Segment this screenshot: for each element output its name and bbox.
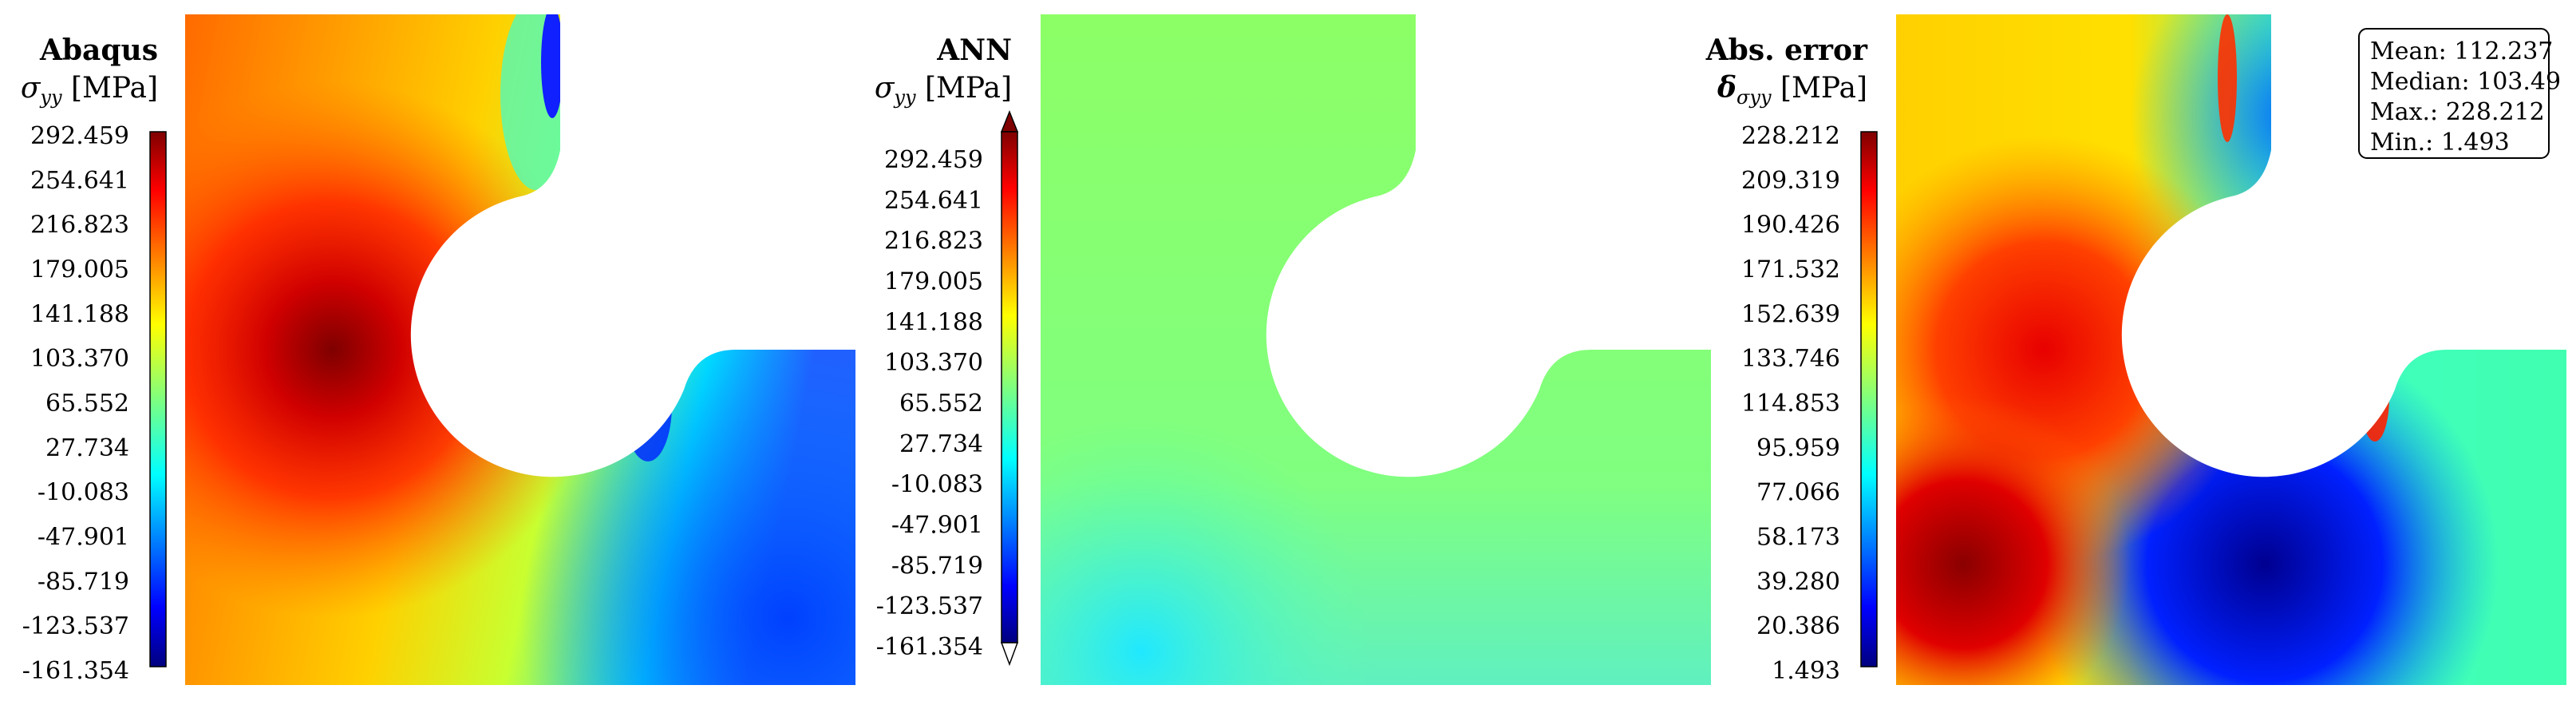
colorbar-tick-label: -10.083 (891, 471, 983, 499)
stat-min: Min.: 1.493 (2370, 129, 2510, 156)
colorbar-abaqus (149, 131, 167, 667)
colorbar-tick-label: -47.901 (891, 512, 983, 540)
quantity-symbol: σ (875, 72, 895, 105)
colorbar-tick-label: 292.459 (884, 146, 983, 174)
panel-title-ann: ANN (936, 34, 1012, 67)
colorbar-tick-label: 171.532 (1741, 256, 1840, 284)
quantity-label-ann: σyy [MPa] (875, 72, 1012, 109)
colorbar-tick-label: 1.493 (1772, 657, 1840, 685)
stress-field-abaqus (185, 0, 855, 685)
stat-mean: Mean: 112.237 (2370, 38, 2553, 65)
colorbar-ticks-abaqus: 292.459 254.641 216.823 179.005 141.188 103.3… (22, 122, 129, 685)
panel-title-error: Abs. error (1705, 34, 1868, 67)
unit-text: [MPa] (71, 72, 158, 105)
colorbar-extend-top-ann (1000, 109, 1019, 133)
quantity-subscript: σyy (1736, 86, 1772, 109)
colorbar-tick-label: 20.386 (1756, 612, 1840, 640)
colorbar-tick-label: 65.552 (45, 390, 129, 418)
panel-error: Abs. error δσyy [MPa] 228.212 209.319 190.… (1705, 14, 2566, 685)
colorbar-tick-label: -123.537 (22, 612, 129, 640)
colorbar-tick-label: 179.005 (30, 256, 129, 284)
panel-title-abaqus: Abaqus (39, 34, 158, 67)
colorbar-tick-label: -161.354 (876, 633, 983, 661)
colorbar-tick-label: -47.901 (38, 524, 129, 552)
quantity-subscript: yy (39, 86, 62, 109)
colorbar-tick-label: 216.823 (30, 212, 129, 240)
colorbar-tick-label: -85.719 (38, 568, 129, 596)
colorbar-tick-label: 27.734 (45, 434, 129, 462)
colorbar-extend-bottom-ann (1000, 642, 1019, 667)
unit-text: [MPa] (925, 72, 1012, 105)
colorbar-tick-label: 58.173 (1756, 524, 1840, 552)
panel-abaqus: Abaqus σyy [MPa] 292.459 254.641 216.823 17… (21, 0, 855, 685)
quantity-label-error: δσyy [MPa] (1717, 71, 1867, 109)
quantity-symbol: δ (1717, 71, 1736, 105)
colorbar-tick-label: 216.823 (884, 228, 983, 255)
colorbar-tick-label: -10.083 (38, 479, 129, 507)
quantity-subscript: yy (893, 86, 916, 109)
colorbar-tick-label: 103.370 (30, 345, 129, 373)
colorbar-ticks-error: 228.212 209.319 190.426 171.532 152.639 133.7… (1741, 122, 1840, 685)
colorbar-tick-label: 292.459 (30, 122, 129, 150)
colorbar-ticks-ann: 292.459 254.641 216.823 179.005 141.188 103.3… (876, 146, 983, 661)
unit-text: [MPa] (1780, 72, 1867, 105)
colorbar-tick-label: 27.734 (899, 430, 983, 458)
colorbar-tick-label: 103.370 (884, 349, 983, 377)
colorbar-tick-label: -85.719 (891, 552, 983, 580)
colorbar-tick-label: 254.641 (884, 187, 983, 215)
colorbar-tick-label: 133.746 (1741, 345, 1840, 373)
colorbar-tick-label: 254.641 (30, 167, 129, 195)
panel-ann: ANN σyy [MPa] 292.459 254.641 216.823 179.0… (875, 14, 1711, 685)
colorbar-tick-label: 39.280 (1756, 568, 1840, 596)
colorbar-tick-label: -123.537 (876, 592, 983, 620)
colorbar-tick-label: 114.853 (1741, 390, 1840, 418)
colorbar-tick-label: -161.354 (22, 657, 129, 685)
colorbar-tick-label: 95.959 (1756, 434, 1840, 462)
stats-box: Mean: 112.237 Median: 103.49 Max.: 228.2… (2358, 28, 2561, 159)
quantity-label-abaqus: σyy [MPa] (21, 72, 158, 109)
quantity-symbol: σ (21, 72, 41, 105)
stress-field-ann (1041, 14, 1711, 685)
colorbar-tick-label: 65.552 (899, 390, 983, 418)
stat-max: Max.: 228.212 (2370, 98, 2545, 126)
colorbar-tick-label: 141.188 (884, 308, 983, 336)
colorbar-tick-label: 152.639 (1741, 300, 1840, 328)
colorbar-tick-label: 141.188 (30, 300, 129, 328)
stat-median: Median: 103.49 (2370, 68, 2561, 96)
colorbar-tick-label: 179.005 (884, 268, 983, 296)
colorbar-tick-label: 228.212 (1741, 122, 1840, 150)
colorbar-tick-label: 77.066 (1756, 479, 1840, 507)
colorbar-error (1860, 131, 1878, 667)
colorbar-tick-label: 190.426 (1741, 212, 1840, 240)
colorbar-tick-label: 209.319 (1741, 167, 1840, 195)
colorbar-ann (1001, 131, 1018, 644)
